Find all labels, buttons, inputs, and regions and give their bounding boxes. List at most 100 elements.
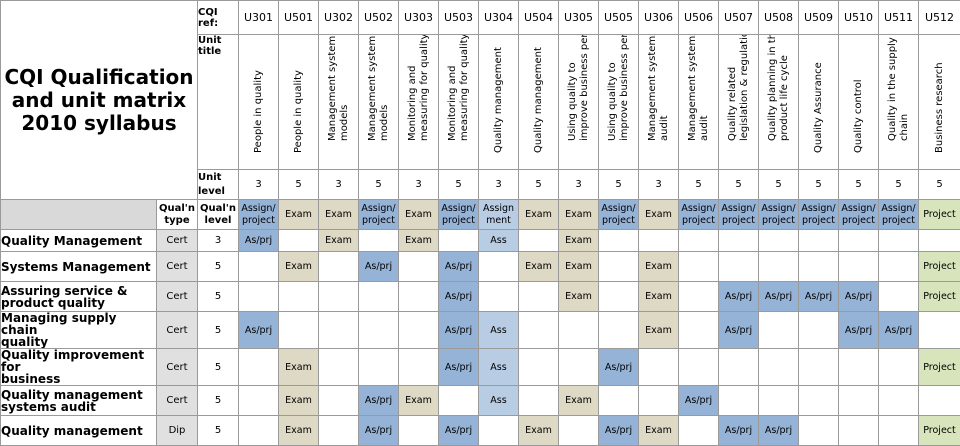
qualification-level: 5 bbox=[198, 282, 239, 312]
matrix-cell bbox=[839, 386, 879, 416]
matrix-cell bbox=[879, 282, 919, 312]
matrix-cell bbox=[279, 312, 319, 349]
unit-title-text: Quality management bbox=[493, 47, 505, 153]
unit-title: People in quality bbox=[239, 35, 279, 170]
unit-code: U505 bbox=[599, 1, 639, 35]
matrix-cell bbox=[799, 252, 839, 282]
matrix-cell bbox=[519, 386, 559, 416]
unit-code: U504 bbox=[519, 1, 559, 35]
assessment-method: Exam bbox=[519, 200, 559, 230]
unit-level: 5 bbox=[599, 170, 639, 200]
unit-code: U305 bbox=[559, 1, 599, 35]
matrix-cell bbox=[919, 230, 960, 252]
unit-title: Management system models bbox=[359, 35, 399, 170]
matrix-cell: As/prj bbox=[239, 230, 279, 252]
qualification-name: Quality management bbox=[1, 416, 157, 446]
matrix-cell: Exam bbox=[639, 282, 679, 312]
matrix-cell bbox=[679, 230, 719, 252]
matrix-cell: Project bbox=[919, 416, 960, 446]
unit-level: 5 bbox=[439, 170, 479, 200]
matrix-cell bbox=[359, 349, 399, 386]
qualification-type: Cert bbox=[157, 386, 198, 416]
matrix-cell: Project bbox=[919, 252, 960, 282]
matrix-cell: As/prj bbox=[439, 282, 479, 312]
matrix-cell bbox=[839, 230, 879, 252]
matrix-cell bbox=[759, 230, 799, 252]
matrix-cell bbox=[719, 386, 759, 416]
unit-code: U510 bbox=[839, 1, 879, 35]
matrix-cell: Exam bbox=[519, 416, 559, 446]
unit-title-text: Quality in the supply chain bbox=[887, 37, 911, 141]
unit-code: U511 bbox=[879, 1, 919, 35]
unit-title-text: Quality Assurance bbox=[813, 62, 825, 153]
matrix-cell bbox=[639, 386, 679, 416]
matrix-cell bbox=[399, 349, 439, 386]
unit-title: Quality management bbox=[479, 35, 519, 170]
unit-title: People in quality bbox=[279, 35, 319, 170]
assessment-method: Exam bbox=[279, 200, 319, 230]
assessment-method: Exam bbox=[639, 200, 679, 230]
matrix-cell: Exam bbox=[559, 386, 599, 416]
unit-level: 5 bbox=[359, 170, 399, 200]
matrix-cell: As/prj bbox=[599, 349, 639, 386]
matrix-cell bbox=[919, 312, 960, 349]
qualification-name: Quality Management bbox=[1, 230, 157, 252]
unit-title-text: Monitoring and measuring for quality bbox=[447, 35, 471, 142]
matrix-cell bbox=[799, 312, 839, 349]
qualification-type: Cert bbox=[157, 349, 198, 386]
matrix-cell bbox=[319, 312, 359, 349]
unit-title: Quality related legislation & regulation bbox=[719, 35, 759, 170]
unit-level: 5 bbox=[759, 170, 799, 200]
matrix-cell bbox=[559, 349, 599, 386]
unit-code: U512 bbox=[919, 1, 960, 35]
qualification-name: Managing supply chain quality bbox=[1, 312, 157, 349]
matrix-cell bbox=[799, 230, 839, 252]
matrix-cell bbox=[759, 349, 799, 386]
matrix-cell bbox=[759, 312, 799, 349]
matrix-cell bbox=[479, 416, 519, 446]
matrix-cell bbox=[719, 349, 759, 386]
matrix-cell bbox=[719, 230, 759, 252]
matrix-cell bbox=[879, 230, 919, 252]
matrix-cell bbox=[239, 349, 279, 386]
unit-level: 3 bbox=[479, 170, 519, 200]
assessment-method: Assign/ project bbox=[719, 200, 759, 230]
matrix-cell bbox=[799, 386, 839, 416]
unit-title-text: Quality management bbox=[533, 47, 545, 153]
unit-level-label: Unit level bbox=[198, 170, 239, 200]
matrix-cell bbox=[279, 230, 319, 252]
assessment-method: Assign/ project bbox=[599, 200, 639, 230]
unit-code: U303 bbox=[399, 1, 439, 35]
unit-title: Quality in the supply chain bbox=[879, 35, 919, 170]
qualification-level: 5 bbox=[198, 312, 239, 349]
matrix-cell bbox=[599, 252, 639, 282]
unit-title-text: Management system models bbox=[327, 36, 351, 141]
matrix-cell bbox=[919, 386, 960, 416]
matrix-cell bbox=[639, 230, 679, 252]
unit-level: 3 bbox=[559, 170, 599, 200]
matrix-cell bbox=[679, 349, 719, 386]
unit-title-text: Quality control bbox=[853, 79, 865, 153]
unit-level: 3 bbox=[239, 170, 279, 200]
unit-level: 5 bbox=[519, 170, 559, 200]
matrix-cell bbox=[479, 252, 519, 282]
matrix-cell bbox=[759, 386, 799, 416]
matrix-cell: As/prj bbox=[359, 252, 399, 282]
unit-level: 3 bbox=[639, 170, 679, 200]
unit-level: 5 bbox=[919, 170, 960, 200]
matrix-cell bbox=[679, 282, 719, 312]
qualification-level: 5 bbox=[198, 386, 239, 416]
matrix-cell bbox=[879, 416, 919, 446]
unit-title-text: Using quality to improve business perf. bbox=[607, 35, 631, 142]
assessment-method: Assign/ project bbox=[799, 200, 839, 230]
matrix-cell: Exam bbox=[279, 386, 319, 416]
unit-level: 3 bbox=[319, 170, 359, 200]
unit-title: Management systems audit bbox=[639, 35, 679, 170]
unit-title-text: Monitoring and measuring for quality bbox=[407, 35, 431, 142]
unit-title: Monitoring and measuring for quality bbox=[399, 35, 439, 170]
matrix-cell bbox=[719, 252, 759, 282]
matrix-cell: As/prj bbox=[839, 312, 879, 349]
unit-title: Quality Assurance bbox=[799, 35, 839, 170]
qualification-name: Systems Management bbox=[1, 252, 157, 282]
assessment-method: Assign/ project bbox=[239, 200, 279, 230]
